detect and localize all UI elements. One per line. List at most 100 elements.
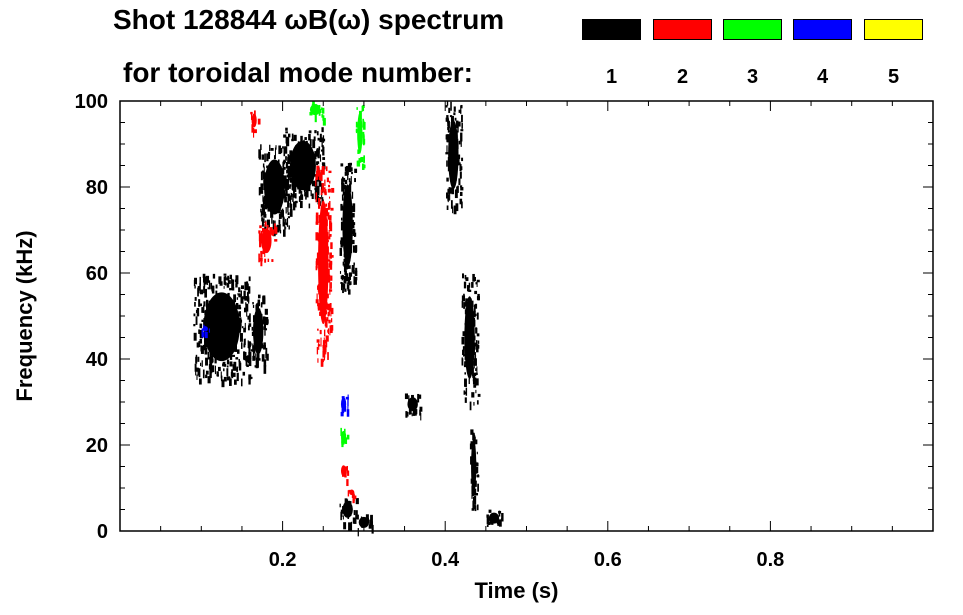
spectrum-point (345, 273, 349, 282)
spectrum-point (327, 259, 331, 262)
spectrum-point (486, 517, 490, 525)
spectrum-point (320, 169, 323, 173)
spectrum-point (475, 327, 477, 330)
spectrum-point (202, 332, 205, 337)
spectrum-point (253, 129, 257, 134)
spectrum-point (243, 351, 246, 360)
spectrum-point (207, 376, 211, 384)
spectrum-point (264, 248, 266, 258)
mode-2-region-5 (347, 489, 357, 504)
spectrum-point (316, 165, 320, 173)
mode-1-region-1 (193, 273, 253, 388)
spectrum-point (322, 117, 326, 126)
spectrum-point (209, 361, 213, 371)
spectrum-point (471, 281, 474, 288)
spectrum-point (263, 365, 267, 374)
spectrum-point (476, 400, 479, 405)
spectrum-point (250, 113, 253, 120)
spectrum-point (199, 303, 203, 307)
spectrum-point (236, 304, 238, 307)
spectrum-point (463, 302, 466, 309)
spectrum-point (355, 510, 358, 519)
spectrum-point (218, 276, 222, 282)
spectrum-point (272, 220, 275, 229)
spectrum-point (456, 123, 458, 128)
spectrum-point (261, 218, 265, 223)
spectrum-point (235, 283, 238, 288)
spectrum-point (194, 285, 196, 289)
spectrum-point (351, 239, 355, 245)
y-tick-label: 100 (75, 91, 108, 113)
spectrum-point (408, 395, 410, 403)
spectrum-point (197, 356, 200, 362)
spectrum-point (329, 180, 331, 184)
spectrum-point (232, 372, 236, 377)
spectrum-point (288, 225, 290, 230)
spectrum-point (327, 303, 331, 311)
spectrum-point (341, 282, 344, 288)
spectrum-point (319, 138, 323, 143)
spectrum-point (244, 338, 246, 346)
spectrum-point (230, 371, 234, 377)
spectrum-point (283, 175, 287, 184)
spectrum-point (339, 247, 343, 256)
spectrum-point (309, 111, 313, 116)
spectrum-point (329, 282, 331, 292)
spectrum-point (461, 336, 465, 345)
spectrum-point (266, 153, 269, 162)
spectrum-point (251, 124, 254, 133)
spectrum-point (464, 378, 467, 387)
spectrum-point (458, 109, 462, 113)
spectrum-point (207, 351, 210, 360)
spectrum-point (245, 302, 247, 305)
spectrum-point (340, 237, 344, 246)
spectrum-point (247, 340, 249, 349)
spectrum-point (461, 300, 464, 308)
chart-title: Shot 128844 ωB(ω) spectrum (113, 4, 505, 35)
spectrum-point (324, 179, 326, 187)
spectrum-point (350, 167, 353, 172)
spectrum-core (349, 489, 355, 496)
spectrum-point (271, 217, 273, 224)
spectrum-point (463, 281, 467, 289)
spectrum-point (252, 301, 254, 305)
spectrum-point (475, 354, 477, 364)
spectrum-point (317, 302, 319, 307)
legend-label-4: 4 (816, 66, 829, 88)
spectrum-core (340, 430, 347, 442)
spectrum-point (262, 172, 266, 180)
spectrum-point (347, 265, 349, 269)
spectrum-point (327, 212, 330, 220)
spectrum-point (329, 303, 332, 312)
spectrum-point (262, 316, 266, 324)
legend-swatch-3 (723, 19, 782, 40)
spectrum-point (328, 216, 332, 221)
spectrum-point (250, 111, 253, 115)
spectrum-point (289, 186, 291, 189)
spectrum-point (208, 363, 211, 370)
spectrum-point (488, 521, 491, 525)
spectrum-point (353, 276, 356, 285)
spectrum-point (466, 285, 470, 292)
spectrum-point (473, 488, 477, 496)
spectrum-point (343, 279, 346, 282)
spectrum-point (284, 146, 288, 154)
spectrum-point (246, 364, 249, 368)
spectrum-point (362, 104, 365, 111)
spectrum-point (446, 205, 449, 210)
mode-1-region-8 (445, 101, 464, 215)
spectrum-point (327, 274, 331, 283)
spectrum-point (327, 293, 329, 299)
spectrum-point (351, 267, 355, 273)
spectrum-point (269, 227, 273, 235)
spectrum-point (472, 374, 476, 382)
spectrum-core (340, 465, 347, 477)
spectrum-point (464, 302, 467, 307)
spectrum-point (285, 222, 288, 226)
spectrum-point (282, 229, 286, 237)
spectrum-point (340, 221, 344, 231)
spectrum-core (407, 397, 418, 412)
spectrum-point (264, 328, 268, 331)
spectrum-point (319, 108, 322, 113)
spectrum-point (217, 366, 221, 372)
